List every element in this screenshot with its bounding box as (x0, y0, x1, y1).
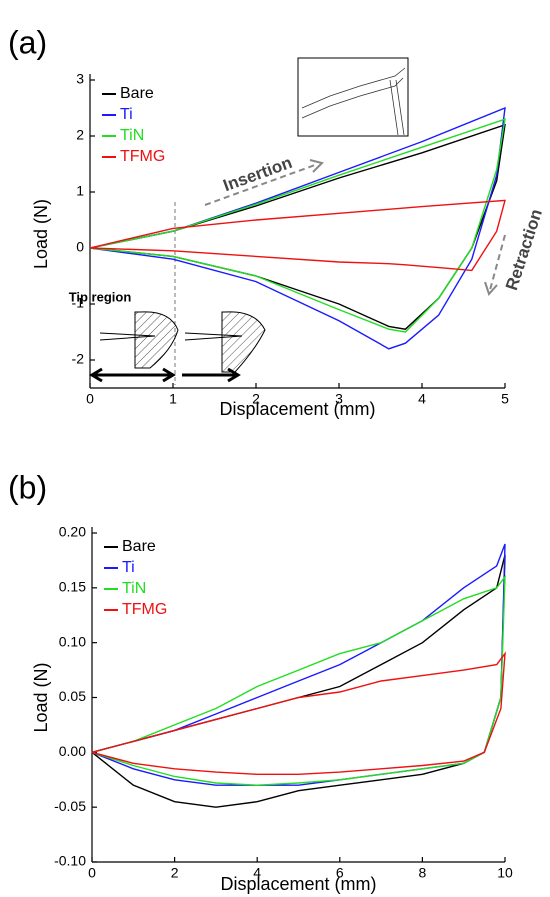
tissue-2 (221, 311, 266, 373)
retraction-arrow-head (484, 281, 498, 296)
x-tick-label: 2 (171, 865, 179, 881)
panel-label: (a) (8, 24, 47, 60)
annotation: Retraction (502, 207, 546, 293)
series-line (89, 118, 506, 333)
x-tick-label: 4 (418, 391, 426, 407)
panel-label: (b) (8, 469, 47, 505)
annotation: Tip region (69, 289, 132, 304)
x-tick-label: 3 (335, 391, 343, 407)
y-tick-label: 0 (76, 239, 84, 255)
x-tick-label: 10 (497, 865, 513, 881)
series-line (89, 199, 506, 272)
x-axis-label: Displacement (mm) (220, 874, 376, 894)
y-tick-label: 0.05 (59, 688, 86, 704)
legend-label: Ti (120, 106, 133, 123)
y-tick-label: -2 (72, 351, 85, 367)
x-tick-label: 2 (252, 391, 260, 407)
inset-box (297, 57, 409, 137)
annotation: Insertion (221, 153, 295, 195)
x-axis-label: Displacement (mm) (219, 399, 375, 419)
x-tick-label: 6 (336, 865, 344, 881)
y-tick-label: 2 (76, 127, 84, 143)
y-tick-label: 0.00 (59, 743, 86, 759)
legend-label: Bare (122, 538, 156, 555)
x-tick-label: 4 (253, 865, 261, 881)
body-arrow-head (227, 367, 241, 383)
legend-label: Ti (122, 559, 135, 576)
x-tick-label: 8 (419, 865, 427, 881)
x-tick-label: 0 (86, 391, 94, 407)
tip-arrow-heads (89, 367, 176, 383)
y-axis-label: Load (N) (31, 662, 51, 732)
legend-label: TiN (120, 127, 144, 144)
y-axis-label: Load (N) (31, 199, 51, 269)
series-line (91, 651, 506, 775)
needle-2 (184, 332, 243, 341)
y-tick-label: -0.10 (54, 853, 86, 869)
needle-1 (99, 332, 156, 341)
legend-label: TFMG (120, 148, 165, 165)
legend-label: TFMG (122, 601, 167, 618)
x-tick-label: 1 (169, 391, 177, 407)
legend-label: Bare (120, 85, 154, 102)
y-tick-label: -1 (72, 295, 85, 311)
y-tick-label: 0.10 (59, 633, 86, 649)
series-line (91, 543, 506, 786)
x-tick-label: 0 (88, 865, 96, 881)
y-tick-label: 0.20 (59, 524, 86, 540)
series-line (89, 106, 506, 350)
inset-lines (301, 67, 406, 136)
y-tick-label: 1 (76, 183, 84, 199)
y-tick-label: 3 (76, 71, 84, 87)
series-line (91, 574, 506, 786)
tissue-1 (134, 311, 179, 369)
insertion-arrow-head (309, 159, 324, 173)
y-tick-label: -0.05 (54, 798, 86, 814)
x-tick-label: 5 (501, 391, 509, 407)
legend-label: TiN (122, 580, 146, 597)
y-tick-label: 0.15 (59, 579, 86, 595)
